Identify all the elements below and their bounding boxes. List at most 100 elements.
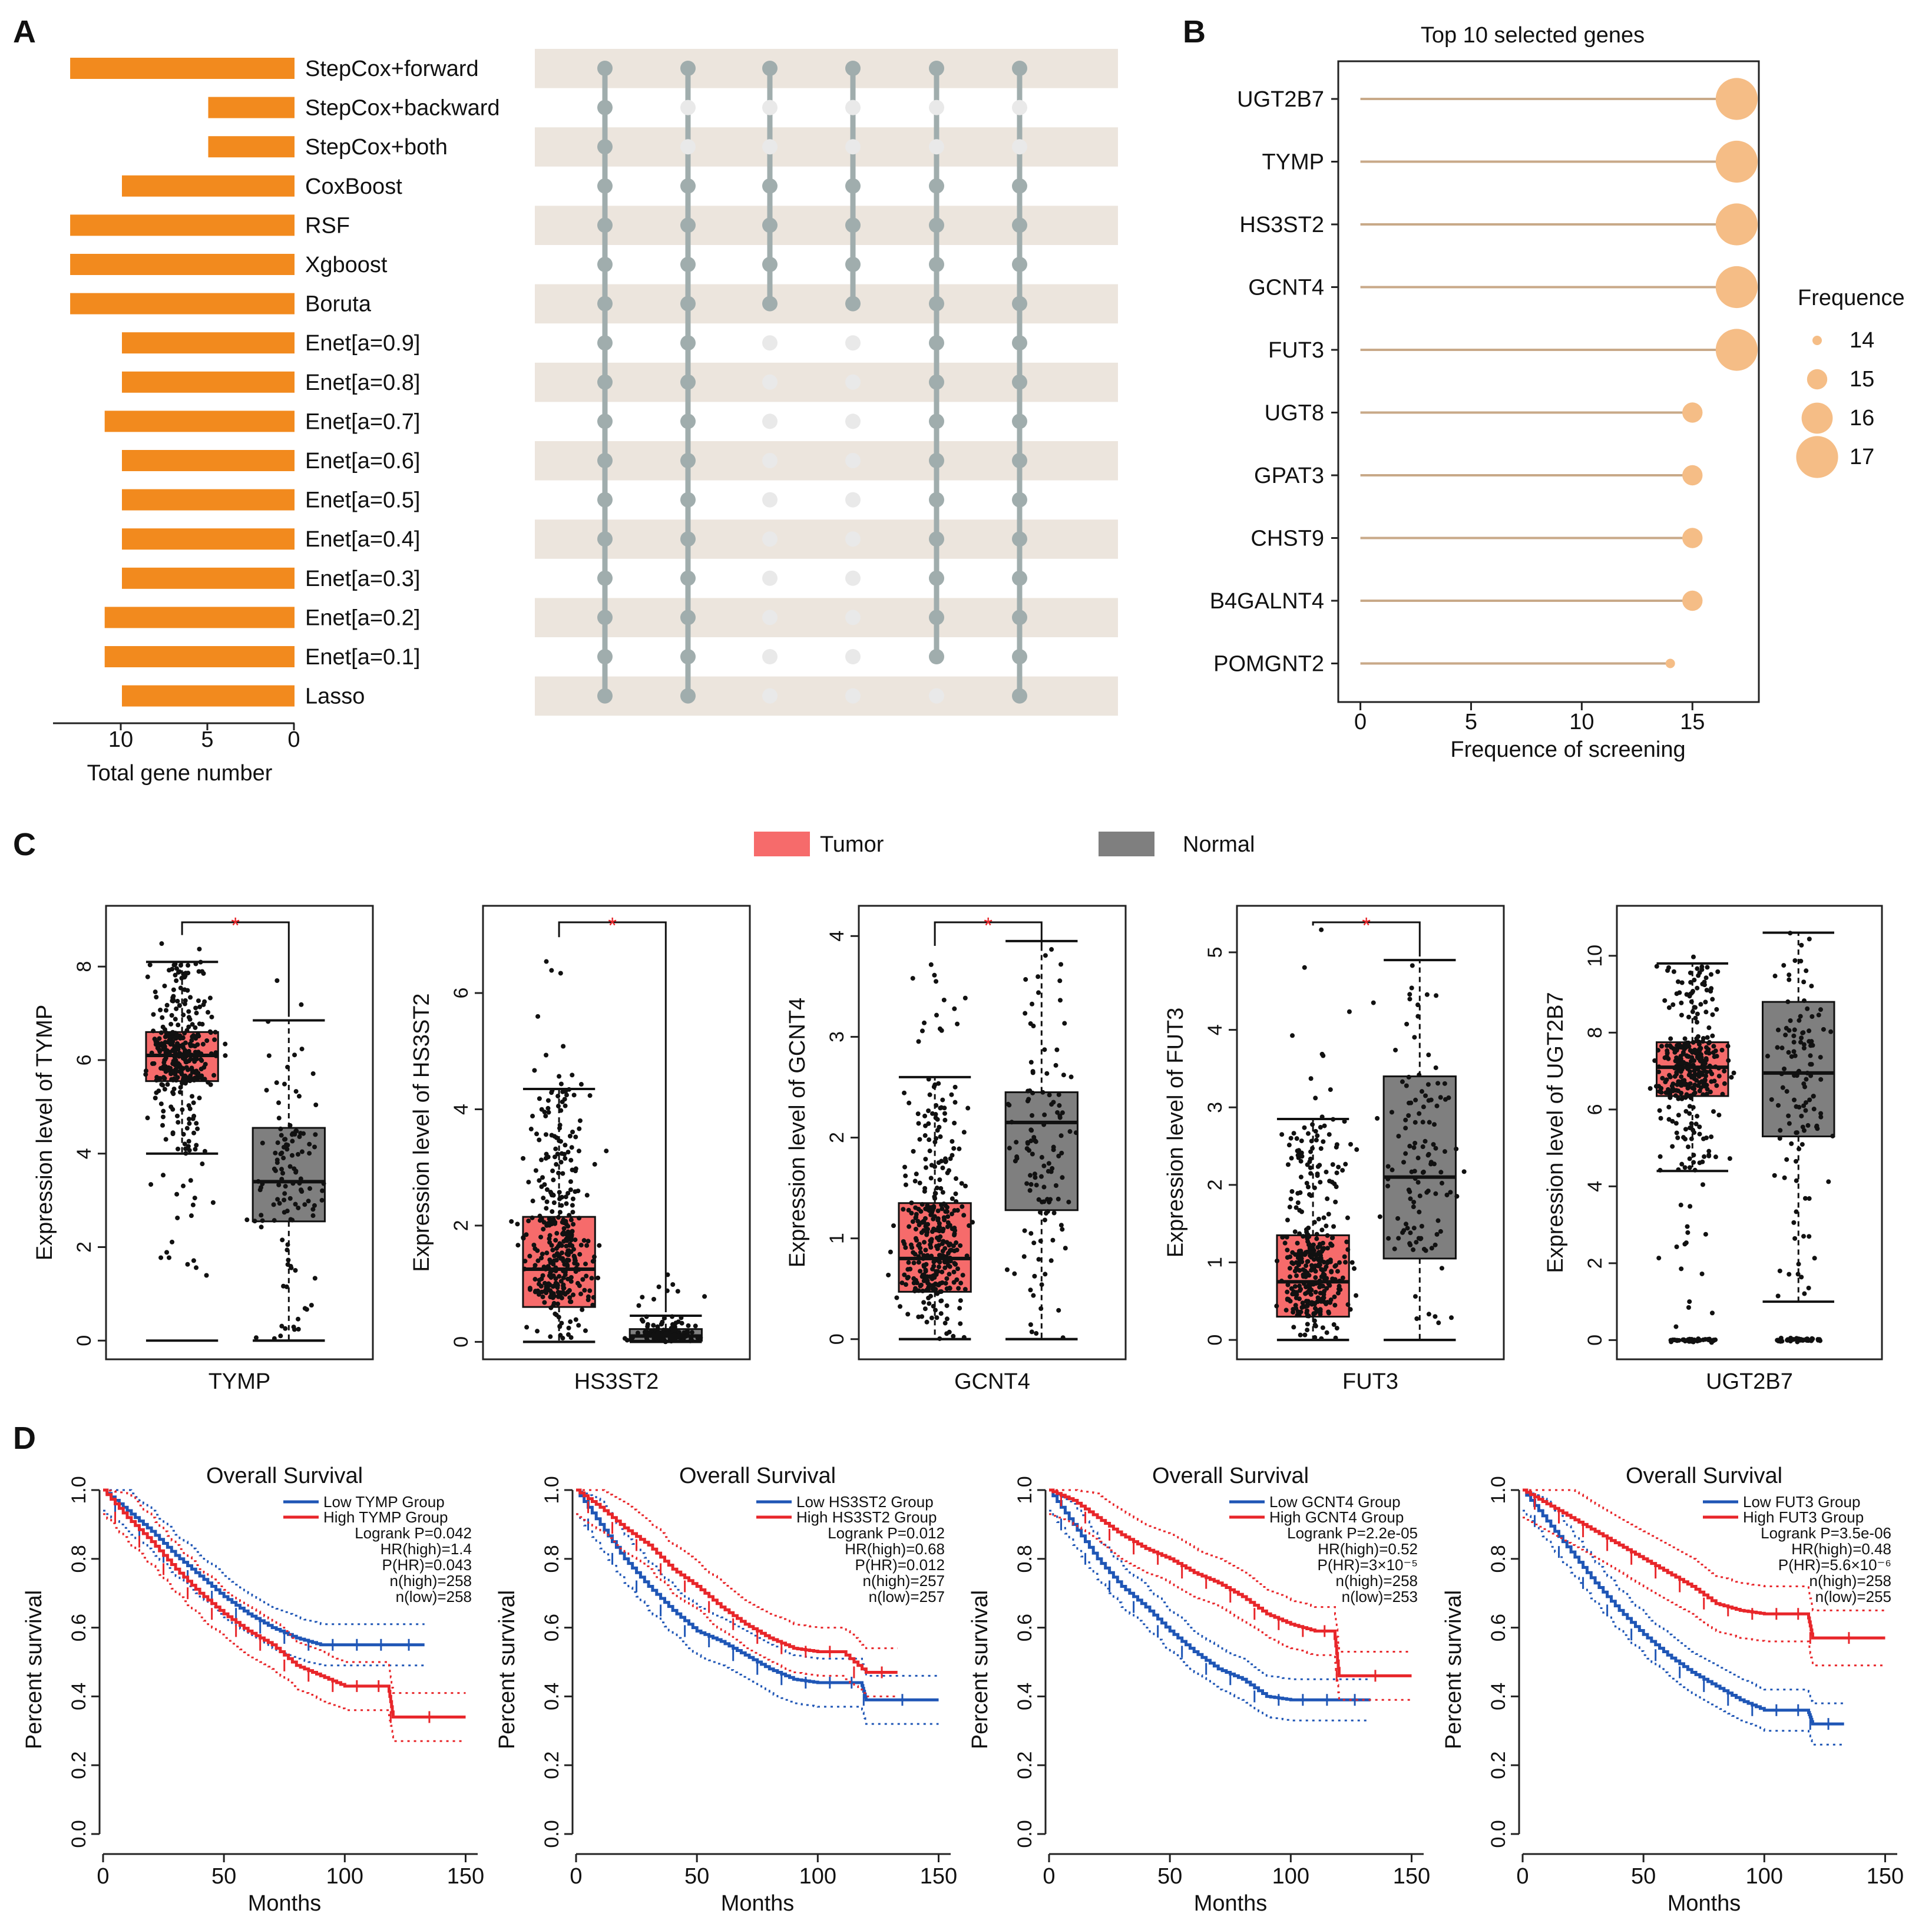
data-point	[1040, 1199, 1045, 1204]
data-point	[1782, 1175, 1787, 1180]
data-point	[937, 1221, 942, 1226]
legend-normal-swatch	[1099, 832, 1154, 856]
data-point	[313, 1103, 319, 1108]
data-point	[1691, 1160, 1696, 1165]
data-point	[296, 1205, 301, 1210]
data-point	[548, 1334, 553, 1339]
data-point	[1298, 1174, 1304, 1180]
data-point	[1656, 1084, 1662, 1089]
upset-dot-active	[1012, 610, 1027, 625]
data-point	[1414, 1316, 1420, 1322]
data-point	[1331, 1322, 1336, 1328]
data-point	[1424, 1190, 1430, 1195]
data-point	[916, 1039, 921, 1044]
data-point	[1433, 1242, 1438, 1247]
data-point	[1816, 1012, 1821, 1018]
km-x-axis-label: Months	[1194, 1891, 1268, 1916]
data-point	[1683, 1045, 1689, 1050]
data-point	[540, 1252, 545, 1257]
data-point	[1412, 1294, 1418, 1299]
data-point	[174, 966, 180, 971]
b-x-axis-label: Frequence of screening	[1450, 737, 1685, 762]
data-point	[1710, 997, 1715, 1002]
data-point	[1708, 989, 1713, 994]
data-point	[1716, 1074, 1722, 1079]
data-point	[1313, 1095, 1318, 1101]
data-point	[1797, 1146, 1802, 1151]
data-point	[545, 1105, 551, 1111]
km-title: Overall Survival	[1626, 1464, 1782, 1488]
data-point	[319, 1197, 325, 1203]
lollipop-head	[1682, 402, 1703, 423]
data-point	[1028, 1127, 1034, 1133]
method-bar	[70, 58, 295, 79]
data-point	[922, 1186, 928, 1191]
data-point	[958, 1243, 963, 1248]
data-point	[561, 1259, 566, 1264]
data-point	[951, 1146, 957, 1151]
data-point	[1291, 1310, 1296, 1315]
data-point	[535, 1329, 540, 1334]
data-point	[962, 1287, 968, 1292]
data-point	[212, 1037, 217, 1042]
data-point	[1326, 1309, 1331, 1315]
data-point	[1030, 1113, 1035, 1118]
data-point	[1788, 1018, 1793, 1024]
data-point	[1702, 1084, 1707, 1089]
data-point	[1041, 1163, 1047, 1168]
upset-dot-active	[680, 257, 696, 272]
data-point	[286, 1257, 291, 1263]
data-point	[532, 1263, 538, 1268]
data-point	[1692, 1058, 1697, 1063]
data-point	[945, 1224, 950, 1229]
data-point	[1687, 1111, 1692, 1116]
data-point	[1352, 1266, 1357, 1271]
data-point	[591, 1258, 597, 1263]
data-point	[1808, 1062, 1813, 1067]
upset-dot-active	[597, 374, 613, 390]
km-stat: n(high)=258	[1336, 1572, 1418, 1590]
km-title: Overall Survival	[679, 1464, 836, 1488]
data-point	[1337, 1260, 1342, 1265]
data-point	[285, 1242, 290, 1247]
data-point	[560, 1171, 565, 1176]
b-legend-title: Frequence	[1798, 286, 1905, 310]
data-point	[284, 1284, 289, 1289]
data-point	[1320, 1325, 1325, 1330]
km-y-tick-label: 0.8	[68, 1545, 90, 1573]
km-legend-low: Low TYMP Group	[323, 1493, 445, 1511]
data-point	[1286, 1143, 1292, 1148]
data-point	[919, 1028, 925, 1034]
km-curve-low	[1523, 1488, 1844, 1726]
data-point	[1405, 1226, 1410, 1231]
data-point	[163, 1040, 168, 1045]
data-point	[1725, 1044, 1731, 1049]
data-point	[1720, 1091, 1725, 1097]
c-y-axis-label: Expression level of FUT3	[1163, 1008, 1188, 1258]
data-point	[1695, 985, 1700, 991]
c-y-tick-label: 0	[450, 1336, 472, 1348]
km-x-tick-label: 0	[570, 1864, 582, 1889]
data-point	[526, 1219, 531, 1224]
data-point	[679, 1315, 684, 1320]
data-point	[1039, 1155, 1044, 1160]
data-point	[193, 1044, 198, 1049]
data-point	[167, 1255, 172, 1260]
data-point	[1404, 1083, 1409, 1088]
data-point	[1426, 1052, 1431, 1058]
data-point	[956, 1286, 961, 1291]
box-frame	[105, 905, 374, 1360]
data-point	[158, 1030, 164, 1035]
data-point	[1412, 1120, 1418, 1125]
data-point	[1313, 1128, 1318, 1134]
data-point	[1670, 1144, 1675, 1149]
data-point	[1801, 1030, 1806, 1035]
data-point	[252, 1219, 257, 1224]
data-point	[1288, 1196, 1293, 1201]
data-point	[932, 1196, 938, 1201]
data-point	[1038, 1306, 1044, 1311]
data-point	[944, 1276, 950, 1281]
data-point	[927, 1301, 932, 1306]
data-point	[1680, 1051, 1686, 1057]
data-point	[923, 1247, 928, 1253]
